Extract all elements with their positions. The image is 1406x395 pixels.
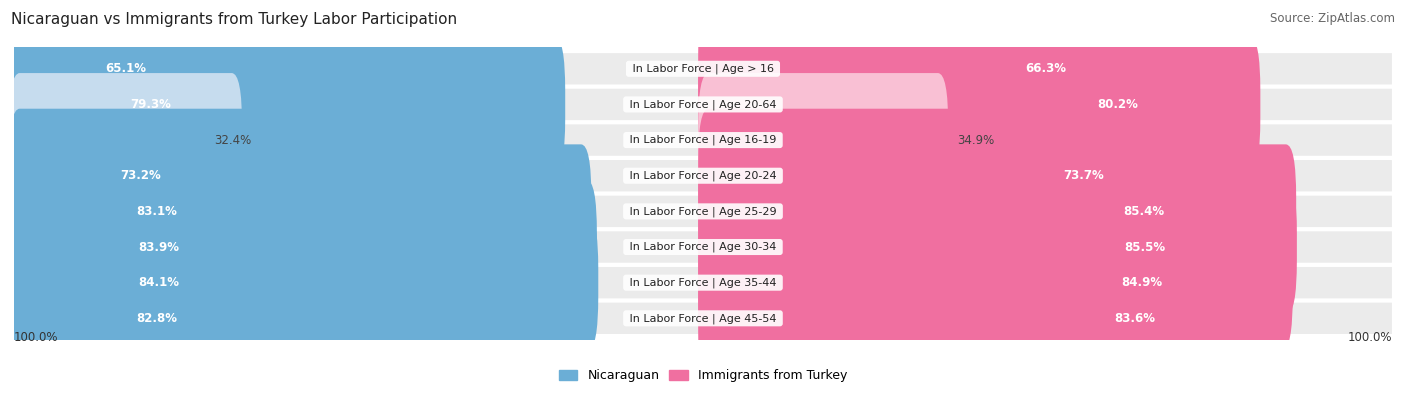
FancyBboxPatch shape: [10, 180, 598, 314]
FancyBboxPatch shape: [14, 89, 1392, 120]
FancyBboxPatch shape: [10, 216, 599, 350]
Text: 84.1%: 84.1%: [138, 276, 180, 289]
Text: In Labor Force | Age 20-24: In Labor Force | Age 20-24: [626, 171, 780, 181]
Text: 85.4%: 85.4%: [1123, 205, 1164, 218]
FancyBboxPatch shape: [14, 267, 1392, 298]
Text: Nicaraguan vs Immigrants from Turkey Labor Participation: Nicaraguan vs Immigrants from Turkey Lab…: [11, 12, 457, 27]
Text: 79.3%: 79.3%: [131, 98, 172, 111]
FancyBboxPatch shape: [10, 251, 589, 386]
FancyBboxPatch shape: [14, 53, 1392, 85]
Text: 65.1%: 65.1%: [105, 62, 146, 75]
FancyBboxPatch shape: [699, 38, 1260, 171]
FancyBboxPatch shape: [14, 160, 1392, 192]
Text: 73.7%: 73.7%: [1063, 169, 1104, 182]
Text: 80.2%: 80.2%: [1097, 98, 1137, 111]
FancyBboxPatch shape: [14, 231, 1392, 263]
Text: In Labor Force | Age 45-54: In Labor Force | Age 45-54: [626, 313, 780, 324]
Text: 34.9%: 34.9%: [957, 134, 994, 147]
FancyBboxPatch shape: [10, 144, 592, 278]
FancyBboxPatch shape: [14, 303, 1392, 334]
Text: In Labor Force | Age 25-29: In Labor Force | Age 25-29: [626, 206, 780, 216]
FancyBboxPatch shape: [10, 109, 523, 243]
FancyBboxPatch shape: [10, 73, 242, 207]
FancyBboxPatch shape: [14, 196, 1392, 227]
Text: In Labor Force | Age 35-44: In Labor Force | Age 35-44: [626, 277, 780, 288]
Text: 85.5%: 85.5%: [1125, 241, 1166, 254]
Text: In Labor Force | Age 30-34: In Labor Force | Age 30-34: [626, 242, 780, 252]
Text: 82.8%: 82.8%: [136, 312, 177, 325]
FancyBboxPatch shape: [699, 216, 1292, 350]
FancyBboxPatch shape: [699, 2, 1164, 136]
Text: 83.9%: 83.9%: [138, 241, 179, 254]
FancyBboxPatch shape: [699, 251, 1284, 386]
FancyBboxPatch shape: [10, 2, 467, 136]
Text: 73.2%: 73.2%: [120, 169, 160, 182]
Text: Source: ZipAtlas.com: Source: ZipAtlas.com: [1270, 12, 1395, 25]
Text: 66.3%: 66.3%: [1025, 62, 1066, 75]
FancyBboxPatch shape: [699, 73, 948, 207]
Text: 83.6%: 83.6%: [1115, 312, 1156, 325]
FancyBboxPatch shape: [10, 38, 565, 171]
Legend: Nicaraguan, Immigrants from Turkey: Nicaraguan, Immigrants from Turkey: [555, 365, 851, 386]
Text: 32.4%: 32.4%: [214, 134, 252, 147]
Text: In Labor Force | Age 20-64: In Labor Force | Age 20-64: [626, 99, 780, 110]
Text: In Labor Force | Age 16-19: In Labor Force | Age 16-19: [626, 135, 780, 145]
FancyBboxPatch shape: [699, 109, 1216, 243]
FancyBboxPatch shape: [699, 180, 1296, 314]
Text: In Labor Force | Age > 16: In Labor Force | Age > 16: [628, 64, 778, 74]
Text: 100.0%: 100.0%: [14, 331, 59, 344]
Text: 83.1%: 83.1%: [136, 205, 177, 218]
FancyBboxPatch shape: [14, 124, 1392, 156]
Text: 100.0%: 100.0%: [1347, 331, 1392, 344]
FancyBboxPatch shape: [699, 144, 1296, 278]
Text: 84.9%: 84.9%: [1121, 276, 1163, 289]
